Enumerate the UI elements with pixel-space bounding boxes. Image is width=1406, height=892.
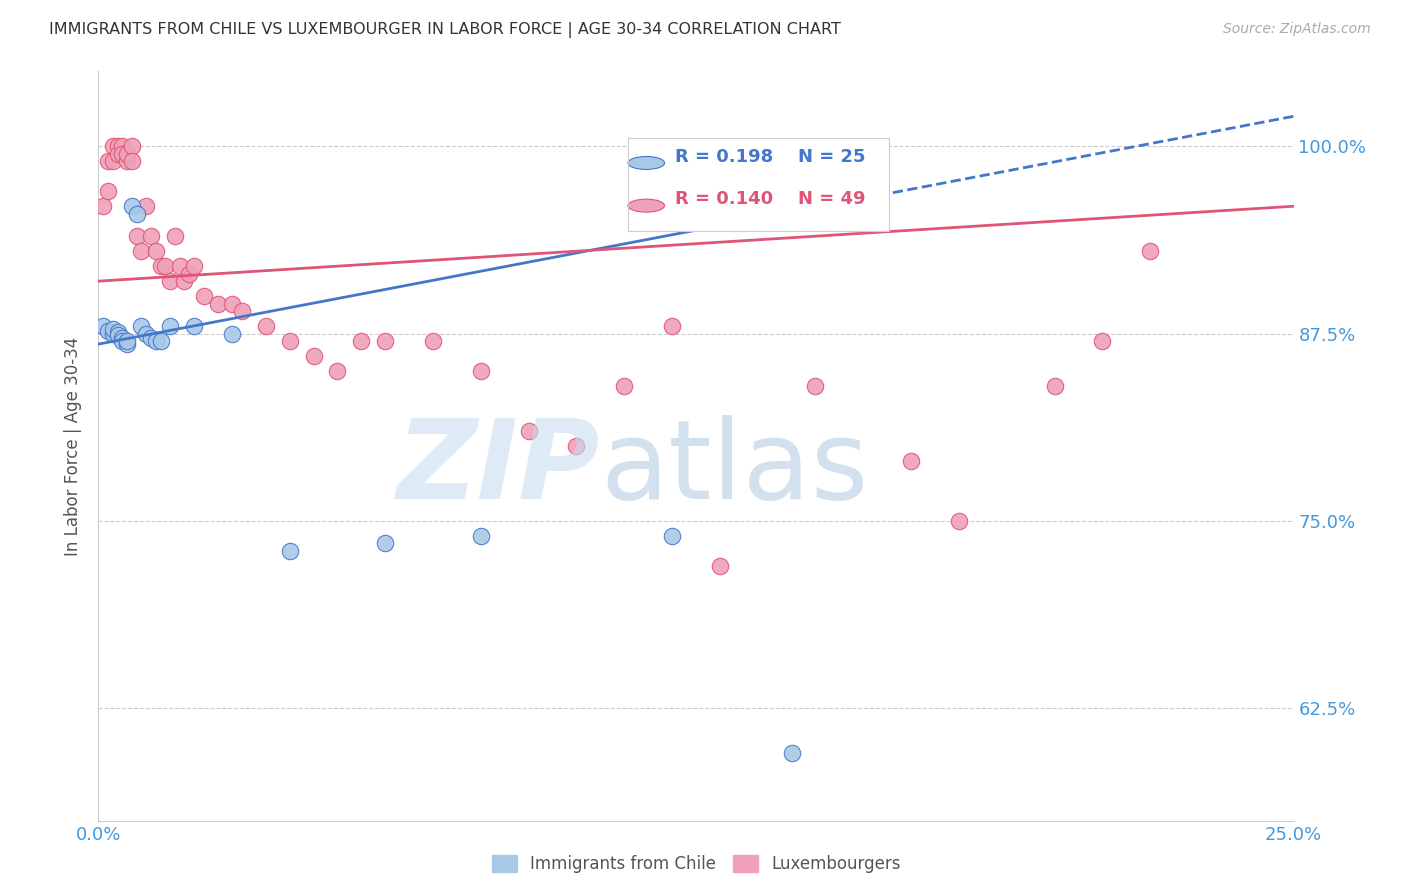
Point bbox=[278, 544, 301, 558]
Circle shape bbox=[628, 156, 665, 169]
Text: Source: ZipAtlas.com: Source: ZipAtlas.com bbox=[1223, 22, 1371, 37]
Point bbox=[125, 207, 148, 221]
Point bbox=[115, 154, 138, 169]
Point bbox=[1139, 244, 1161, 259]
Point bbox=[107, 139, 129, 153]
Point bbox=[111, 146, 134, 161]
Point bbox=[470, 529, 492, 543]
Point bbox=[1043, 379, 1066, 393]
Point bbox=[107, 328, 129, 343]
Point bbox=[97, 154, 120, 169]
Point bbox=[374, 536, 396, 550]
Point bbox=[149, 259, 172, 273]
Point bbox=[221, 296, 243, 310]
Point bbox=[900, 454, 922, 468]
Text: atlas: atlas bbox=[600, 415, 869, 522]
Y-axis label: In Labor Force | Age 30-34: In Labor Force | Age 30-34 bbox=[65, 336, 83, 556]
Point bbox=[422, 334, 444, 348]
Point bbox=[139, 331, 162, 345]
Text: IMMIGRANTS FROM CHILE VS LUXEMBOURGER IN LABOR FORCE | AGE 30-34 CORRELATION CHA: IMMIGRANTS FROM CHILE VS LUXEMBOURGER IN… bbox=[49, 22, 841, 38]
Point bbox=[135, 199, 157, 213]
Point bbox=[661, 529, 683, 543]
Point bbox=[169, 259, 191, 273]
Point bbox=[350, 334, 373, 348]
Point bbox=[101, 326, 124, 341]
Point bbox=[207, 296, 229, 310]
Point bbox=[135, 326, 157, 341]
Text: R = 0.198: R = 0.198 bbox=[675, 148, 773, 166]
Point bbox=[115, 146, 138, 161]
Point bbox=[91, 199, 114, 213]
Point bbox=[149, 334, 172, 348]
Point bbox=[121, 199, 143, 213]
Point bbox=[470, 364, 492, 378]
Point bbox=[107, 325, 129, 339]
Point bbox=[159, 274, 181, 288]
Text: N = 49: N = 49 bbox=[799, 190, 866, 209]
Point bbox=[111, 139, 134, 153]
Point bbox=[1091, 334, 1114, 348]
Point bbox=[231, 304, 253, 318]
Circle shape bbox=[628, 199, 665, 212]
Text: R = 0.140: R = 0.140 bbox=[675, 190, 773, 209]
Point bbox=[145, 244, 167, 259]
Point bbox=[804, 379, 827, 393]
Point bbox=[101, 139, 124, 153]
Point bbox=[326, 364, 349, 378]
Point bbox=[115, 337, 138, 351]
Point bbox=[661, 319, 683, 334]
Point bbox=[111, 334, 134, 348]
Point bbox=[121, 139, 143, 153]
Point bbox=[173, 274, 195, 288]
Point bbox=[565, 439, 588, 453]
Point bbox=[91, 319, 114, 334]
Point bbox=[709, 558, 731, 573]
Point bbox=[121, 154, 143, 169]
Point bbox=[780, 746, 803, 760]
Point bbox=[155, 259, 177, 273]
Point bbox=[374, 334, 396, 348]
Point bbox=[613, 379, 636, 393]
Point bbox=[125, 229, 148, 244]
Point bbox=[111, 331, 134, 345]
Point bbox=[131, 244, 153, 259]
Point bbox=[948, 514, 970, 528]
Point bbox=[97, 184, 120, 198]
Point bbox=[101, 154, 124, 169]
Point bbox=[302, 349, 325, 363]
Point bbox=[517, 424, 540, 438]
Point bbox=[183, 259, 205, 273]
Point bbox=[193, 289, 215, 303]
Point bbox=[278, 334, 301, 348]
Point bbox=[183, 319, 205, 334]
Point bbox=[97, 324, 120, 338]
Text: ZIP: ZIP bbox=[396, 415, 600, 522]
Point bbox=[159, 319, 181, 334]
Point bbox=[221, 326, 243, 341]
Point bbox=[254, 319, 277, 334]
Point bbox=[101, 322, 124, 336]
Point bbox=[139, 229, 162, 244]
Text: N = 25: N = 25 bbox=[799, 148, 866, 166]
Point bbox=[107, 146, 129, 161]
Point bbox=[145, 334, 167, 348]
Point bbox=[131, 319, 153, 334]
Point bbox=[179, 267, 201, 281]
Point bbox=[163, 229, 186, 244]
Point bbox=[115, 334, 138, 348]
Legend: Immigrants from Chile, Luxembourgers: Immigrants from Chile, Luxembourgers bbox=[485, 848, 907, 880]
